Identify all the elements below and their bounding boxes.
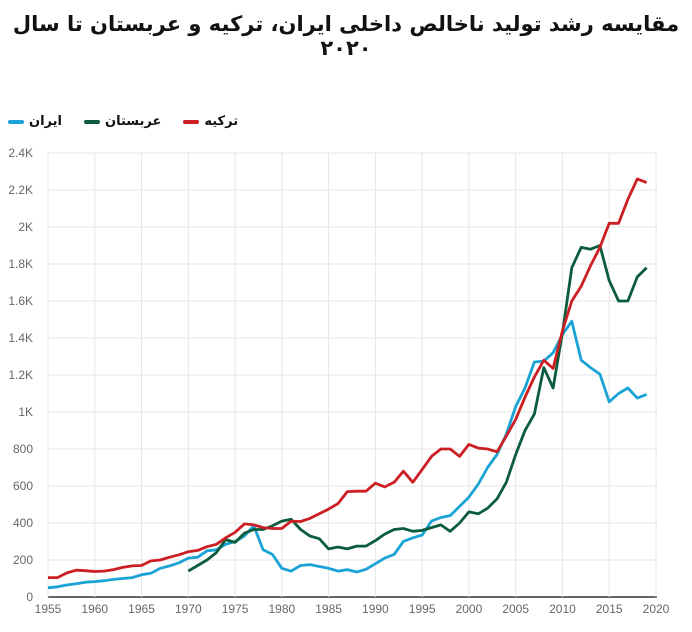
y-tick-label: 1.6K: [8, 294, 33, 308]
legend-label: ترکیه: [204, 114, 239, 129]
y-tick-label: 0: [26, 590, 33, 604]
legend-item-iran[interactable]: ایران: [8, 114, 62, 129]
x-tick-label: 2000: [456, 602, 483, 616]
y-tick-label: 200: [13, 553, 33, 567]
y-tick-label: 1.8K: [8, 257, 33, 271]
chart-title: مقایسه رشد تولید ناخالص داخلی ایران، ترک…: [12, 12, 680, 60]
y-tick-label: 2.2K: [8, 183, 33, 197]
series-line-0: [47, 319, 648, 590]
legend-swatch: [8, 119, 24, 124]
y-tick-label: 2.4K: [8, 146, 33, 160]
x-tick-label: 1975: [222, 602, 249, 616]
legend: ایران عربستان ترکیه: [8, 114, 238, 129]
legend-label: ایران: [29, 114, 62, 129]
y-tick-label: 400: [13, 516, 33, 530]
legend-swatch: [83, 119, 100, 124]
y-tick-label: 800: [13, 442, 33, 456]
x-tick-label: 1985: [315, 602, 342, 616]
legend-swatch: [183, 119, 200, 124]
x-tick-label: 1955: [35, 602, 62, 616]
y-tick-label: 600: [13, 479, 33, 493]
x-tick-label: 1960: [81, 602, 108, 616]
x-tick-label: 1970: [175, 602, 202, 616]
x-tick-label: 1995: [409, 602, 436, 616]
x-tick-label: 2005: [502, 602, 529, 616]
y-tick-label: 2K: [18, 220, 33, 234]
x-tick-label: 2020: [643, 602, 670, 616]
y-tick-label: 1K: [18, 405, 33, 419]
x-tick-label: 2015: [596, 602, 623, 616]
legend-label: عربستان: [104, 114, 162, 129]
y-tick-label: 1.4K: [8, 331, 33, 345]
x-tick-label: 1980: [268, 602, 295, 616]
legend-item-saudi[interactable]: عربستان: [83, 114, 162, 129]
x-tick-label: 1965: [128, 602, 155, 616]
legend-item-turkey[interactable]: ترکیه: [183, 114, 238, 129]
series-line-2: [48, 177, 648, 579]
y-tick-label: 1.2K: [8, 368, 33, 382]
x-tick-label: 2010: [549, 602, 576, 616]
x-tick-label: 1990: [362, 602, 389, 616]
series-line-1: [187, 244, 648, 573]
